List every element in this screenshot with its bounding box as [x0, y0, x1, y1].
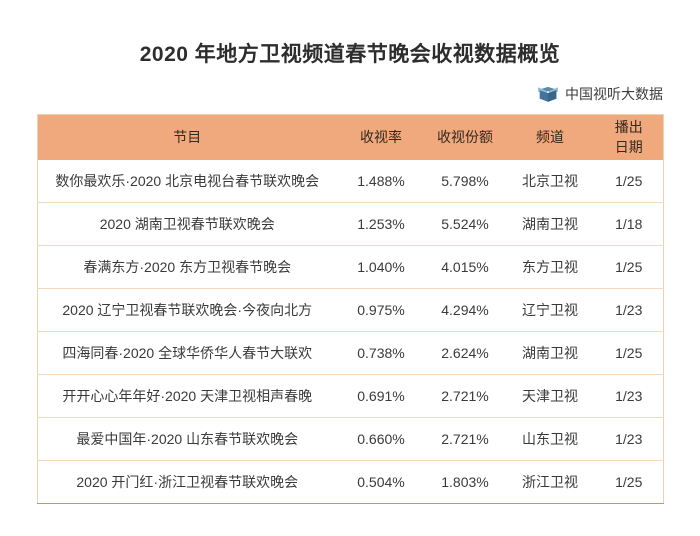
ratings-table: 节目 收视率 收视份额 频道 播出日期 数你最欢乐·2020 北京电视台春节联欢…: [36, 114, 664, 505]
cell-rating: 0.504%: [337, 460, 425, 504]
page-title: 2020 年地方卫视频道春节晚会收视数据概览: [139, 43, 561, 66]
cell-program: 开开心心年年好·2020 天津卫视相声春晚: [37, 374, 337, 418]
cell-rating: 0.660%: [337, 417, 425, 461]
cell-air-date: 1/25: [595, 245, 663, 289]
column-header-air-date: 播出日期: [595, 114, 663, 160]
table-row: 春满东方·2020 东方卫视春节晚会 1.040% 4.015% 东方卫视 1/…: [37, 245, 663, 289]
cell-rating: 1.488%: [337, 159, 425, 203]
cell-share: 5.524%: [425, 202, 505, 246]
cell-rating: 1.253%: [337, 202, 425, 246]
cell-rating: 0.975%: [337, 288, 425, 332]
cell-program: 春满东方·2020 东方卫视春节晚会: [37, 245, 337, 289]
cell-rating: 1.040%: [337, 245, 425, 289]
brand-name: 中国视听大数据: [565, 86, 663, 102]
table-row: 2020 辽宁卫视春节联欢晚会·今夜向北方 0.975% 4.294% 辽宁卫视…: [37, 288, 663, 332]
column-header-program: 节目: [37, 114, 337, 160]
table-row: 四海同春·2020 全球华侨华人春节大联欢 0.738% 2.624% 湖南卫视…: [37, 331, 663, 375]
table-row: 数你最欢乐·2020 北京电视台春节联欢晚会 1.488% 5.798% 北京卫…: [37, 159, 663, 203]
column-header-rating: 收视率: [337, 114, 425, 160]
cell-channel: 湖南卫视: [505, 202, 595, 246]
cell-program: 2020 辽宁卫视春节联欢晚会·今夜向北方: [37, 288, 337, 332]
brand-open-box-icon: [537, 84, 559, 104]
cell-channel: 天津卫视: [505, 374, 595, 418]
cell-program: 数你最欢乐·2020 北京电视台春节联欢晚会: [37, 159, 337, 203]
cell-share: 1.803%: [425, 460, 505, 504]
column-header-share: 收视份额: [425, 114, 505, 160]
cell-share: 4.015%: [425, 245, 505, 289]
cell-program: 2020 湖南卫视春节联欢晚会: [37, 202, 337, 246]
cell-rating: 0.691%: [337, 374, 425, 418]
cell-share: 4.294%: [425, 288, 505, 332]
cell-program: 最爱中国年·2020 山东春节联欢晚会: [37, 417, 337, 461]
cell-share: 5.798%: [425, 159, 505, 203]
cell-air-date: 1/23: [595, 288, 663, 332]
cell-rating: 0.738%: [337, 331, 425, 375]
table-row: 2020 开门红·浙江卫视春节联欢晚会 0.504% 1.803% 浙江卫视 1…: [37, 460, 663, 504]
cell-channel: 辽宁卫视: [505, 288, 595, 332]
brand-row: 中国视听大数据: [37, 84, 663, 104]
cell-share: 2.721%: [425, 417, 505, 461]
cell-channel: 湖南卫视: [505, 331, 595, 375]
cell-air-date: 1/18: [595, 202, 663, 246]
cell-channel: 浙江卫视: [505, 460, 595, 504]
column-header-channel: 频道: [505, 114, 595, 160]
cell-air-date: 1/25: [595, 331, 663, 375]
cell-share: 2.624%: [425, 331, 505, 375]
cell-air-date: 1/25: [595, 460, 663, 504]
table-row: 开开心心年年好·2020 天津卫视相声春晚 0.691% 2.721% 天津卫视…: [37, 374, 663, 418]
table-body: 数你最欢乐·2020 北京电视台春节联欢晚会 1.488% 5.798% 北京卫…: [37, 159, 663, 504]
cell-channel: 山东卫视: [505, 417, 595, 461]
cell-program: 2020 开门红·浙江卫视春节联欢晚会: [37, 460, 337, 504]
table-row: 最爱中国年·2020 山东春节联欢晚会 0.660% 2.721% 山东卫视 1…: [37, 417, 663, 461]
cell-channel: 北京卫视: [505, 159, 595, 203]
cell-share: 2.721%: [425, 374, 505, 418]
cell-air-date: 1/23: [595, 374, 663, 418]
cell-air-date: 1/23: [595, 417, 663, 461]
table-row: 2020 湖南卫视春节联欢晚会 1.253% 5.524% 湖南卫视 1/18: [37, 202, 663, 246]
cell-air-date: 1/25: [595, 159, 663, 203]
table-header: 节目 收视率 收视份额 频道 播出日期: [37, 114, 663, 160]
cell-program: 四海同春·2020 全球华侨华人春节大联欢: [37, 331, 337, 375]
table-header-row: 节目 收视率 收视份额 频道 播出日期: [37, 114, 663, 160]
cell-channel: 东方卫视: [505, 245, 595, 289]
